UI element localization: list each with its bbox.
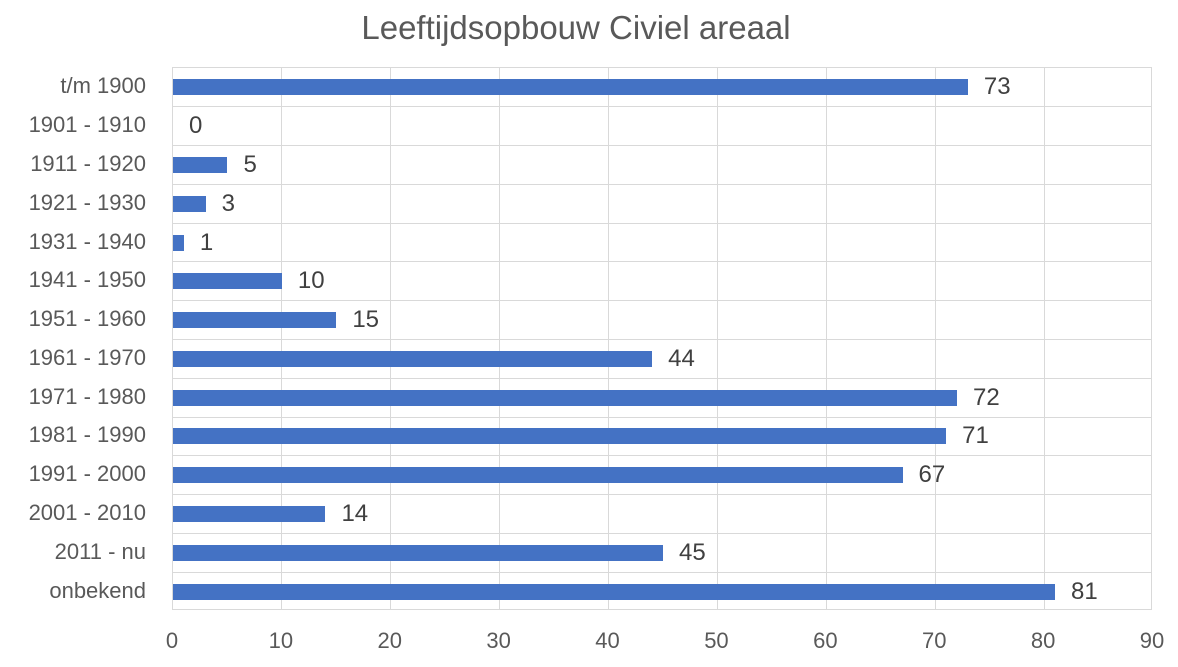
data-label: 0	[189, 112, 203, 140]
category-label: 1951 - 1960	[28, 306, 146, 332]
bar	[173, 350, 653, 367]
bar	[173, 273, 282, 290]
x-tick-label: 0	[165, 628, 179, 653]
category-label: 1921 - 1930	[28, 189, 146, 215]
x-tick-label: 60	[813, 628, 838, 653]
data-label: 15	[352, 306, 380, 334]
horizontal-gridline	[173, 106, 1151, 108]
horizontal-gridline	[173, 183, 1151, 185]
x-tick-label: 30	[486, 628, 511, 653]
vertical-gridline	[825, 68, 827, 609]
category-label: onbekend	[49, 577, 146, 603]
bar	[173, 506, 326, 523]
horizontal-gridline	[173, 455, 1151, 457]
bar	[173, 234, 184, 251]
bar	[173, 544, 663, 561]
horizontal-gridline	[173, 416, 1151, 418]
vertical-gridline	[608, 68, 610, 609]
category-label: 1961 - 1970	[28, 344, 146, 370]
bar	[173, 583, 1055, 600]
horizontal-gridline	[173, 339, 1151, 340]
x-tick-label: 50	[704, 628, 729, 653]
vertical-gridline	[281, 68, 283, 609]
horizontal-gridline	[173, 494, 1151, 496]
bar	[173, 195, 206, 212]
bar	[173, 312, 337, 329]
x-tick-label: 40	[595, 628, 620, 653]
category-label: 1901 - 1910	[28, 112, 146, 138]
category-label: 1931 - 1940	[28, 228, 146, 254]
vertical-gridline	[934, 68, 936, 609]
x-tick-label: 10	[268, 628, 294, 653]
data-label: 5	[243, 150, 257, 178]
category-label: 1991 - 2000	[28, 461, 146, 487]
data-label: 44	[668, 344, 695, 372]
data-label: 45	[679, 538, 706, 566]
data-label: 10	[297, 267, 325, 295]
bar	[173, 156, 228, 173]
data-label: 3	[221, 189, 236, 217]
bar	[173, 79, 968, 96]
category-label: 1981 - 1990	[28, 422, 146, 448]
vertical-gridline	[716, 68, 718, 609]
bar	[173, 389, 957, 406]
category-label: 2011 - nu	[54, 538, 146, 564]
horizontal-gridline	[173, 222, 1151, 224]
vertical-gridline	[1043, 68, 1045, 609]
horizontal-gridline	[173, 300, 1151, 302]
category-label: 1971 - 1980	[28, 383, 146, 409]
chart-title: Leeftijdsopbouw Civiel areaal	[361, 9, 791, 46]
x-tick-label: 80	[1030, 628, 1056, 653]
vertical-gridline	[499, 68, 501, 609]
x-tick-label: 70	[921, 628, 947, 653]
bar	[173, 428, 947, 445]
category-label: 1941 - 1950	[28, 267, 146, 293]
data-label: 67	[918, 461, 946, 489]
data-label: 71	[962, 422, 989, 450]
data-label: 14	[341, 500, 369, 528]
bar	[173, 467, 903, 484]
category-label: 2001 - 2010	[28, 500, 146, 526]
data-label: 72	[973, 383, 1000, 411]
horizontal-gridline	[173, 145, 1151, 147]
data-label: 73	[983, 73, 1011, 101]
category-label: t/m 1900	[60, 73, 146, 99]
x-tick-label: 90	[1139, 628, 1165, 653]
category-label: 1911 - 1920	[30, 150, 146, 176]
horizontal-gridline	[173, 377, 1151, 379]
vertical-gridline	[390, 68, 392, 609]
x-tick-label: 20	[377, 628, 402, 653]
horizontal-gridline	[173, 571, 1151, 573]
horizontal-gridline	[173, 532, 1151, 534]
data-label: 1	[199, 228, 214, 256]
plot-area: 73 0 5 3 1 10 15 44 72 71 67 14 45 81	[172, 67, 1152, 610]
data-label: 81	[1071, 577, 1098, 605]
horizontal-gridline	[173, 261, 1151, 263]
